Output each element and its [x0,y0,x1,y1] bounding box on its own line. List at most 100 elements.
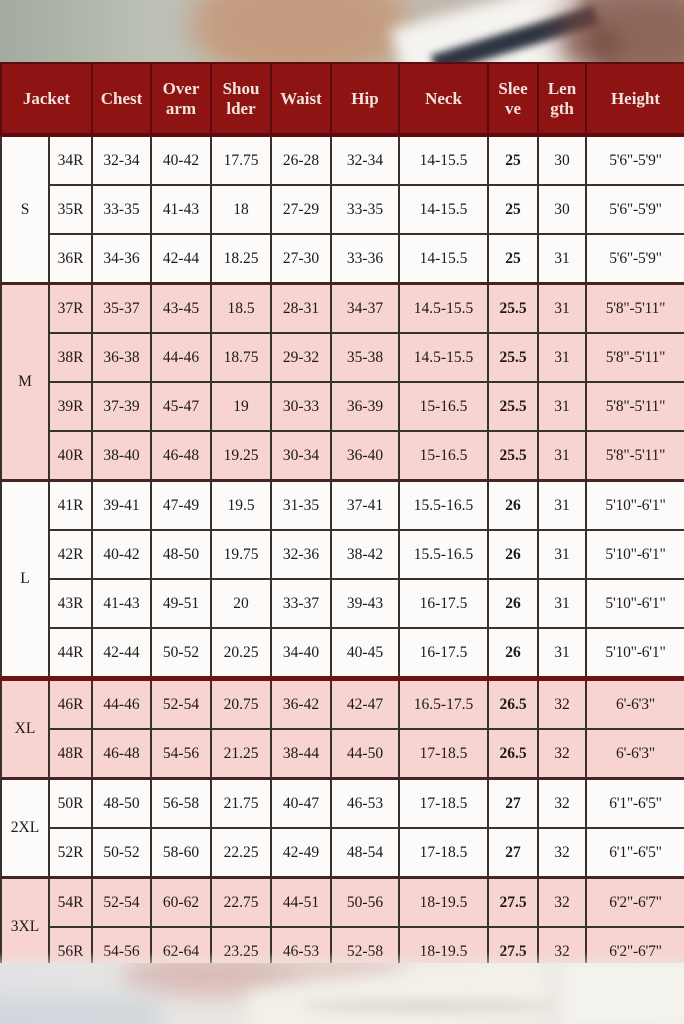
measurement-cell: 31 [537,282,587,334]
measurement-cell: 25.5 [487,282,539,334]
measurement-cell: 5'10"-6'1" [585,479,684,531]
measurement-cell: 21.25 [210,728,272,780]
measurement-cell: 18.25 [210,233,272,285]
measurement-cell: 27.5 [487,876,539,928]
jacket-size-cell: 43R [48,578,93,629]
measurement-cell: 50-52 [91,827,152,879]
measurement-cell: 54-56 [150,728,212,780]
measurement-cell: 5'6"-5'9" [585,233,684,285]
table-row: XL 46R 44-46 52-54 20.75 36-42 42-47 16.5-17.5 2… [0,676,684,780]
measurement-cell: 42-44 [91,627,152,680]
measurement-cell: 6'1"-6'5" [585,777,684,829]
measurement-cell: 5'10"-6'1" [585,529,684,580]
measurement-cell: 6'1"-6'5" [585,827,684,879]
measurement-cell: 40-42 [150,134,212,186]
measurement-cell: 32 [537,676,587,730]
suit-photo-fragment [560,963,684,1024]
measurement-cell: 26-28 [270,134,332,186]
table-row: 48R 46-48 54-56 21.25 38-44 44-50 17-18.5 26.5 3… [1,728,684,780]
measurement-cell: 27-30 [270,233,332,285]
measurement-cell: 50-52 [150,627,212,680]
measurement-cell: 25 [487,134,539,186]
column-header: Jacket [0,62,93,137]
measurement-cell: 34-36 [91,233,152,285]
measurement-cell: 46-48 [91,728,152,780]
jacket-size-cell: 36R [48,233,93,285]
measurement-cell: 15.5-16.5 [398,529,489,580]
column-header: Over arm [150,62,212,137]
measurement-cell: 38-42 [330,529,400,580]
measurement-cell: 36-40 [330,430,400,482]
measurement-cell: 5'8"-5'11" [585,282,684,334]
jacket-size-cell: 44R [48,627,93,680]
measurement-cell: 48-50 [150,529,212,580]
column-header: Chest [91,62,152,137]
measurement-cell: 37-39 [91,381,152,432]
measurement-cell: 31 [537,529,587,580]
measurement-cell: 44-46 [150,332,212,383]
measurement-cell: 48-54 [330,827,400,879]
table-row: 43R 41-43 49-51 20 33-37 39-43 16-17.5 26 31 5'10… [1,578,684,629]
column-header: Slee ve [487,62,539,137]
measurement-cell: 5'8"-5'11" [585,381,684,432]
measurement-cell: 19.25 [210,430,272,482]
measurement-cell: 44-46 [91,676,152,730]
measurement-cell: 5'10"-6'1" [585,627,684,680]
measurement-cell: 26.5 [487,728,539,780]
measurement-cell: 31 [537,332,587,383]
measurement-cell: 5'8"-5'11" [585,430,684,482]
measurement-cell: 5'6"-5'9" [585,134,684,186]
measurement-cell: 25 [487,184,539,235]
column-header: Waist [270,62,332,137]
table-row: 36R 34-36 42-44 18.25 27-30 33-36 14-15.5 25 31 5… [1,233,684,285]
measurement-cell: 46-53 [330,777,400,829]
measurement-cell: 37-41 [330,479,400,531]
measurement-cell: 60-62 [150,876,212,928]
column-header: Len gth [537,62,587,137]
size-group-label: S [0,134,50,285]
measurement-cell: 44-51 [270,876,332,928]
measurement-cell: 17-18.5 [398,827,489,879]
measurement-cell: 35-37 [91,282,152,334]
measurement-cell: 32 [537,827,587,879]
measurement-cell: 17-18.5 [398,728,489,780]
jacket-size-cell: 38R [48,332,93,383]
measurement-cell: 6'-6'3" [585,676,684,730]
measurement-cell: 14-15.5 [398,184,489,235]
measurement-cell: 6'2"-6'7" [585,876,684,928]
measurement-cell: 19 [210,381,272,432]
measurement-cell: 26 [487,627,539,680]
measurement-cell: 25.5 [487,332,539,383]
measurement-cell: 26 [487,578,539,629]
measurement-cell: 46-48 [150,430,212,482]
suit-seam-shadow [300,1001,560,1011]
measurement-cell: 31-35 [270,479,332,531]
measurement-cell: 26 [487,479,539,531]
measurement-cell: 16.5-17.5 [398,676,489,730]
measurement-cell: 58-60 [150,827,212,879]
measurement-cell: 29-32 [270,332,332,383]
measurement-cell: 20.75 [210,676,272,730]
column-header: Hip [330,62,400,137]
background-photo-fragment [0,997,160,1024]
measurement-cell: 15-16.5 [398,381,489,432]
size-group-label: XL [0,676,50,780]
measurement-cell: 19.75 [210,529,272,580]
measurement-cell: 42-49 [270,827,332,879]
measurement-cell: 32-34 [330,134,400,186]
measurement-cell: 36-42 [270,676,332,730]
jacket-size-cell: 42R [48,529,93,580]
measurement-cell: 33-35 [330,184,400,235]
measurement-cell: 33-35 [91,184,152,235]
measurement-cell: 32-36 [270,529,332,580]
measurement-cell: 25.5 [487,430,539,482]
measurement-cell: 31 [537,627,587,680]
measurement-cell: 18.5 [210,282,272,334]
measurement-cell: 36-38 [91,332,152,383]
measurement-cell: 21.75 [210,777,272,829]
measurement-cell: 42-44 [150,233,212,285]
measurement-cell: 14-15.5 [398,134,489,186]
table-row: L 41R 39-41 47-49 19.5 31-35 37-41 15.5-16.5 26 3… [0,479,684,680]
measurement-cell: 31 [537,479,587,531]
